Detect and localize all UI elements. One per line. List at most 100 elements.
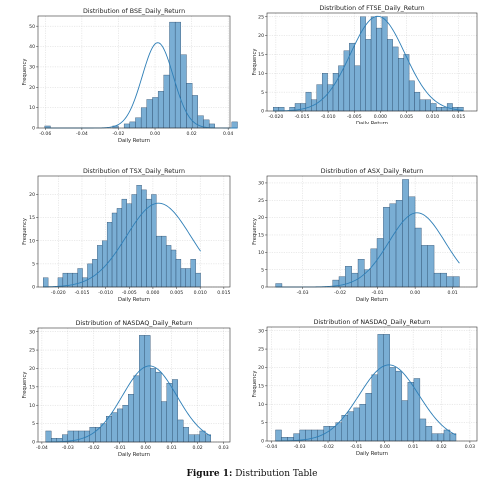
x-tick-label: 0.02 [186, 131, 196, 137]
y-axis-label: Frequency [22, 59, 28, 86]
y-tick-label: 20 [258, 215, 264, 221]
histogram-bar [398, 58, 404, 112]
y-tick-label: 25 [258, 14, 264, 20]
x-tick-label: -0.02 [88, 445, 100, 451]
x-tick-label: 0.02 [436, 444, 446, 450]
histogram-bar [185, 268, 191, 288]
x-tick-label: -0.01 [114, 445, 126, 451]
histogram-bar [155, 371, 162, 443]
histogram-bar [443, 429, 451, 442]
plot-frame [37, 15, 231, 129]
x-tick-label: -0.04 [36, 445, 48, 451]
x-tick-label: -0.010 [98, 290, 113, 296]
histogram-bar [370, 16, 377, 112]
caption-prefix: Figure 1: [186, 469, 233, 479]
histogram-bar [370, 248, 378, 288]
x-tick-label: -0.02 [113, 131, 125, 137]
histogram-bar [117, 408, 123, 443]
chart-title: Distribution of ASX_Daily_Return [321, 168, 424, 175]
histogram-bar [165, 245, 172, 288]
kde-curve [45, 365, 212, 443]
histogram-bar [395, 200, 403, 288]
histogram-bar [402, 179, 409, 288]
histogram-bar [430, 103, 437, 112]
y-tick-label: 30 [29, 329, 35, 335]
x-tick-label: 0.005 [400, 114, 413, 120]
chart-title: Distribution of TSX_Daily_Return [83, 168, 185, 175]
x-tick-label: 0.01 [167, 445, 177, 451]
x-axis-label: Daily Return [356, 121, 388, 124]
x-tick-label: -0.03 [297, 290, 309, 296]
chart-panel-2: Distribution of FTSE_Daily_Return -0.020 -… [252, 5, 478, 124]
x-axis-label: Daily Return [118, 138, 150, 144]
x-tick-label: 0.00 [141, 445, 151, 451]
histogram-bar [45, 430, 52, 443]
y-axis-label: Frequency [22, 218, 28, 245]
histogram-bar [408, 80, 415, 112]
chart-panel-6: Distribution of NASDAQ_Daily_Return -0.04… [252, 319, 478, 457]
histogram-bar [177, 419, 184, 443]
histogram-bar [383, 207, 390, 288]
histogram-bar [156, 235, 162, 288]
y-tick-label: 40 [29, 44, 35, 50]
histogram-bar [425, 99, 431, 112]
histogram-bar [436, 107, 442, 112]
histogram-bar [359, 404, 366, 442]
histogram-bar [122, 405, 129, 443]
histogram-bar [377, 334, 384, 442]
histogram-bar [383, 334, 390, 442]
y-axis-label: Frequency [252, 49, 258, 76]
x-tick-label: 0.000 [374, 114, 387, 120]
x-axis-label: Daily Return [118, 452, 150, 458]
histogram-bar [392, 46, 399, 112]
histogram-bar [175, 259, 182, 288]
chart-title: Distribution of NASDAQ_Daily_Return [76, 320, 193, 327]
x-tick-label: 0.015 [217, 290, 230, 296]
histogram-bar [111, 412, 118, 443]
histogram-bar [395, 370, 403, 442]
histogram-bar [401, 400, 409, 442]
x-tick-label: -0.005 [347, 114, 362, 120]
x-tick-label: -0.02 [322, 444, 334, 450]
y-tick-label: 10 [258, 250, 264, 256]
histogram-bar [441, 107, 448, 112]
y-tick-label: 30 [258, 328, 264, 334]
histogram-bar [97, 245, 103, 288]
caption-text: Distribution Table [235, 469, 318, 479]
figure-caption: Figure 1: Distribution Table [0, 469, 504, 479]
histogram-bar [376, 238, 384, 288]
y-tick-label: 20 [29, 85, 35, 91]
histogram-bar [275, 283, 283, 288]
chart-panel-1: Distribution of BSE_Daily_Return -0.06 -0.… [22, 8, 238, 144]
y-tick-label: 10 [258, 402, 264, 408]
histogram-bar [387, 39, 393, 112]
y-tick-label: 10 [29, 238, 35, 244]
histogram-bar [419, 99, 426, 112]
histogram-bar [316, 84, 323, 112]
histogram-bar [170, 249, 177, 288]
histogram-bar [365, 393, 372, 442]
chart-title: Distribution of BSE_Daily_Return [83, 8, 185, 15]
histogram-bar [144, 335, 151, 443]
histogram-bar [128, 394, 134, 443]
histogram-bar [135, 117, 142, 129]
y-tick-label: 15 [258, 233, 264, 239]
histogram-bar [360, 16, 366, 112]
x-tick-label: 0.01 [448, 290, 458, 296]
y-tick-label: 5 [261, 267, 264, 273]
y-tick-label: 50 [29, 24, 35, 30]
histogram-bar [62, 272, 68, 288]
histogram-bar [376, 27, 383, 112]
histogram-bar [43, 277, 49, 288]
y-tick-label: 15 [258, 383, 264, 389]
histogram-bar [195, 272, 201, 288]
histogram-bar [365, 39, 372, 112]
histogram-bar [188, 434, 195, 443]
histogram-bar [77, 268, 83, 288]
histogram-bar [414, 227, 422, 288]
y-tick-label: 0 [32, 126, 35, 132]
histogram-bar [166, 382, 173, 443]
x-tick-label: 0.010 [194, 290, 207, 296]
y-tick-label: 5 [32, 421, 35, 427]
